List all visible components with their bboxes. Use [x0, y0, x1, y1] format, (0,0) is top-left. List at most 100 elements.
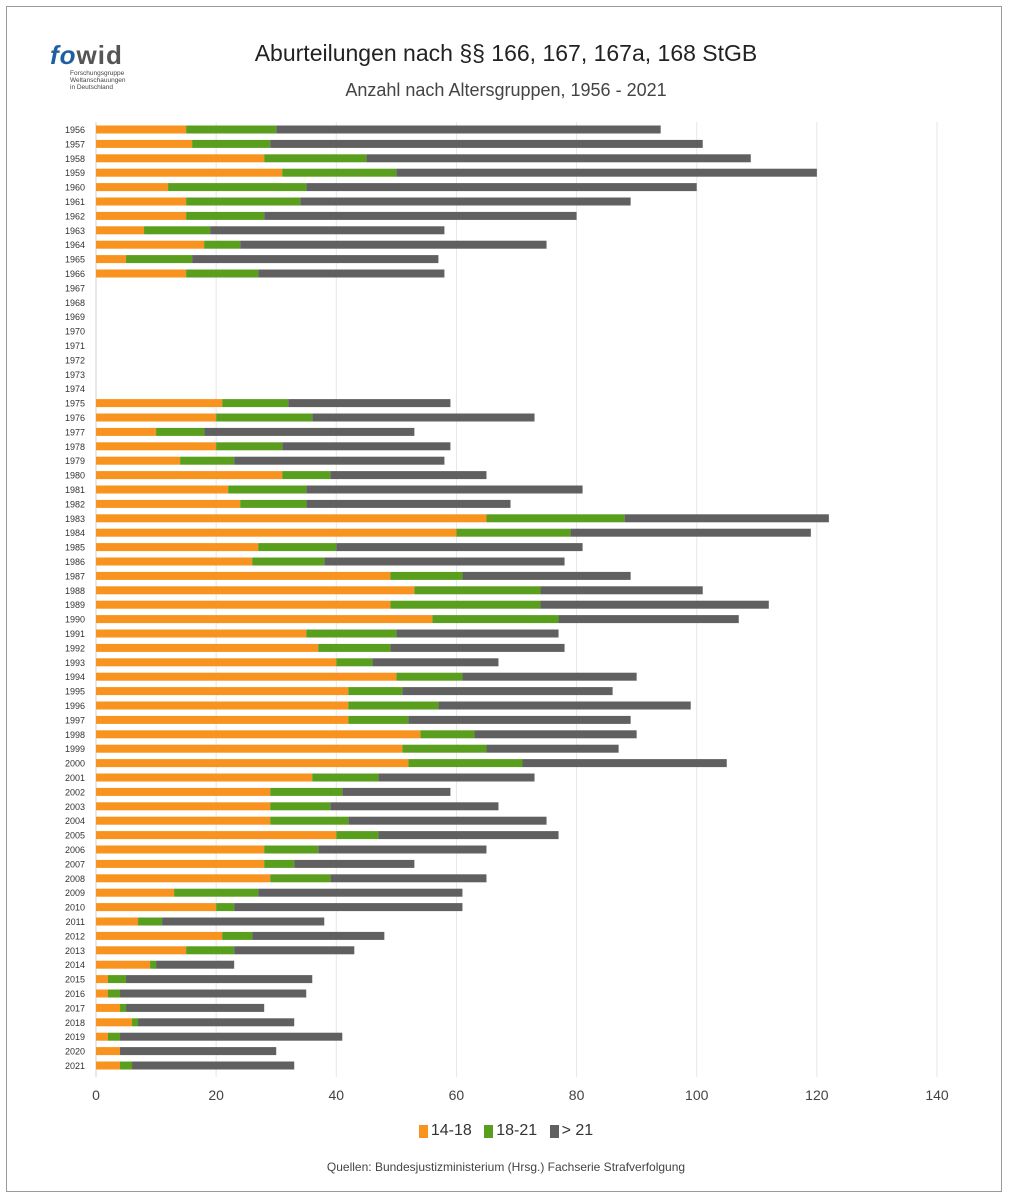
bar-2011-series-2: [138, 917, 163, 926]
bar-1979-series-2: [180, 456, 235, 465]
bar-1992-series-2: [318, 643, 391, 652]
bar-2002-series-2: [270, 787, 343, 796]
y-tick-label-1992: 1992: [65, 643, 85, 653]
bar-1965-series-1: [96, 255, 127, 264]
bar-2006-series-3: [318, 845, 487, 854]
bar-1978-series-2: [216, 442, 283, 451]
bar-1978-series-3: [282, 442, 451, 451]
bar-2013-series-3: [234, 946, 355, 955]
bar-1988-series-3: [540, 586, 703, 595]
y-tick-label-2009: 2009: [65, 888, 85, 898]
bar-1983-series-1: [96, 514, 487, 523]
chart-subtitle: Anzahl nach Altersgruppen, 1956 - 2021: [345, 80, 667, 100]
bar-2000-series-1: [96, 759, 409, 768]
bar-2012-series-2: [222, 931, 253, 940]
y-tick-label-2013: 2013: [65, 946, 85, 956]
y-tick-label-1963: 1963: [65, 226, 85, 236]
logo-wid: wid: [76, 40, 123, 70]
bar-2021-series-1: [96, 1061, 121, 1070]
bar-1999-series-1: [96, 744, 403, 753]
bar-1958-series-2: [264, 154, 367, 163]
bar-1998-series-3: [474, 730, 637, 739]
bar-1986-series-3: [324, 557, 565, 566]
y-tick-label-1973: 1973: [65, 370, 85, 380]
y-tick-label-1978: 1978: [65, 442, 85, 452]
bar-2003-series-1: [96, 802, 271, 811]
bar-2003-series-3: [330, 802, 499, 811]
bar-1999-series-2: [402, 744, 487, 753]
bar-1957-series-1: [96, 139, 193, 148]
y-tick-label-1974: 1974: [65, 384, 85, 394]
bar-1958-series-3: [366, 154, 751, 163]
bar-1975-series-2: [222, 399, 289, 408]
logo-wordmark: fowid: [50, 42, 123, 68]
bar-1957-series-3: [270, 139, 703, 148]
bar-1965-series-2: [126, 255, 193, 264]
bar-2012-series-1: [96, 931, 223, 940]
bar-1996-series-2: [348, 701, 439, 710]
legend-swatch-14-18: [418, 1124, 428, 1138]
bar-2007-series-1: [96, 859, 265, 868]
bar-1958-series-1: [96, 154, 265, 163]
bar-1960-series-1: [96, 183, 169, 192]
legend: 14-18 18-21 > 21: [0, 1122, 1012, 1143]
bar-1990-series-1: [96, 615, 433, 624]
bar-1997-series-3: [408, 715, 631, 724]
bar-2014-series-2: [150, 960, 157, 969]
bar-2010-series-1: [96, 903, 217, 912]
bar-1983-series-2: [486, 514, 625, 523]
bar-2001-series-2: [312, 773, 379, 782]
bar-1975-series-3: [288, 399, 451, 408]
y-tick-label-1961: 1961: [65, 197, 85, 207]
y-tick-label-1968: 1968: [65, 298, 85, 308]
logo-subtext: Forschungsgruppe Weltanschauungen in Deu…: [70, 70, 160, 91]
bar-2015-series-2: [108, 975, 127, 984]
y-tick-label-1979: 1979: [65, 456, 85, 466]
bar-2019-series-1: [96, 1032, 109, 1041]
bar-1992-series-1: [96, 643, 319, 652]
bar-1985-series-2: [258, 543, 337, 552]
bar-2017-series-2: [120, 1003, 127, 1012]
legend-item-over-21: > 21: [549, 1122, 593, 1140]
bar-1990-series-3: [558, 615, 739, 624]
bar-1994-series-1: [96, 672, 397, 681]
bar-1983-series-3: [624, 514, 829, 523]
y-tick-label-1983: 1983: [65, 514, 85, 524]
y-tick-label-2014: 2014: [65, 960, 85, 970]
bar-2005-series-3: [378, 831, 559, 840]
bar-2009-series-2: [174, 888, 259, 897]
y-tick-label-2003: 2003: [65, 802, 85, 812]
y-tick-label-2017: 2017: [65, 1003, 85, 1013]
x-tick-label-120: 120: [805, 1087, 829, 1103]
bar-1985-series-1: [96, 543, 259, 552]
bar-1976-series-1: [96, 413, 217, 422]
y-tick-label-2016: 2016: [65, 989, 85, 999]
y-tick-label-2004: 2004: [65, 816, 85, 826]
logo-line1: Forschungsgruppe: [70, 70, 125, 77]
bar-1994-series-3: [462, 672, 637, 681]
bar-1982-series-3: [306, 499, 511, 508]
y-tick-label-1990: 1990: [65, 615, 85, 625]
y-tick-label-1991: 1991: [65, 629, 85, 639]
bar-1991-series-1: [96, 629, 307, 638]
bar-2016-series-3: [120, 989, 307, 998]
bar-1965-series-3: [192, 255, 439, 264]
y-tick-label-2020: 2020: [65, 1047, 85, 1057]
bar-1985-series-3: [336, 543, 583, 552]
logo-line2: Weltanschauungen: [70, 77, 126, 84]
fowid-logo: fowid Forschungsgruppe Weltanschauungen …: [50, 42, 160, 102]
y-tick-label-1987: 1987: [65, 571, 85, 581]
bar-2008-series-2: [270, 874, 331, 883]
bar-1995-series-1: [96, 687, 349, 696]
bar-2014-series-1: [96, 960, 151, 969]
bar-1980-series-1: [96, 471, 283, 480]
bar-1961-series-3: [300, 197, 631, 206]
bar-1998-series-2: [420, 730, 475, 739]
bar-1991-series-3: [396, 629, 559, 638]
bar-2017-series-1: [96, 1003, 121, 1012]
y-tick-label-1984: 1984: [65, 528, 85, 538]
bar-1984-series-3: [570, 528, 811, 537]
y-tick-label-1972: 1972: [65, 355, 85, 365]
bar-1960-series-2: [168, 183, 307, 192]
y-tick-label-1995: 1995: [65, 687, 85, 697]
